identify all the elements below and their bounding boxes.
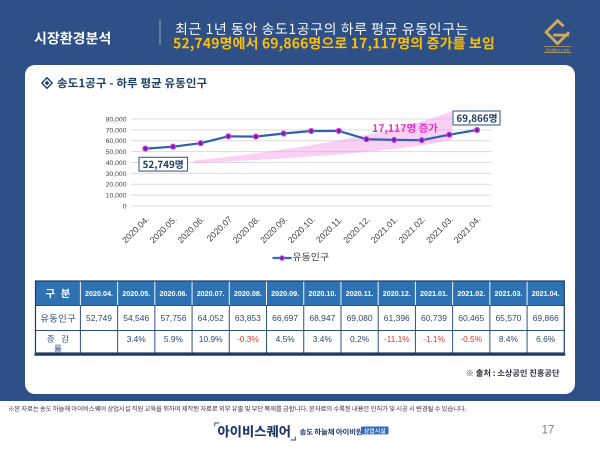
svg-text:8.4%: 8.4%	[499, 334, 519, 344]
svg-text:20,000: 20,000	[106, 182, 127, 189]
svg-text:-0.3%: -0.3%	[237, 334, 259, 344]
svg-text:4.5%: 4.5%	[276, 334, 296, 344]
svg-text:Golden Line: Golden Line	[546, 47, 570, 52]
svg-text:2020.04.: 2020.04.	[85, 289, 113, 298]
svg-text:17: 17	[542, 425, 555, 437]
svg-text:2021.04.: 2021.04.	[532, 289, 560, 298]
svg-text:10.9%: 10.9%	[199, 334, 223, 344]
svg-text:2020.12.: 2020.12.	[383, 289, 411, 298]
svg-text:50,000: 50,000	[106, 149, 127, 156]
svg-text:69,080: 69,080	[347, 313, 373, 323]
svg-text:10,000: 10,000	[106, 193, 127, 200]
svg-text:68,947: 68,947	[309, 313, 335, 323]
svg-text:6.6%: 6.6%	[536, 334, 556, 344]
svg-text:0.2%: 0.2%	[350, 334, 370, 344]
svg-text:69,866: 69,866	[533, 313, 559, 323]
svg-text:80,000: 80,000	[106, 116, 127, 123]
svg-text:3.4%: 3.4%	[127, 334, 147, 344]
svg-text:60,465: 60,465	[458, 313, 484, 323]
svg-text:66,697: 66,697	[272, 313, 298, 323]
svg-text:65,570: 65,570	[495, 313, 521, 323]
svg-text:0: 0	[123, 203, 127, 210]
svg-text:52,749: 52,749	[86, 313, 112, 323]
svg-text:63,853: 63,853	[235, 313, 261, 323]
svg-text:64,052: 64,052	[198, 313, 224, 323]
svg-text:60,000: 60,000	[106, 138, 127, 145]
svg-text:40,000: 40,000	[106, 160, 127, 167]
svg-text:60,739: 60,739	[421, 313, 447, 323]
svg-text:70,000: 70,000	[106, 127, 127, 134]
svg-text:-1.1%: -1.1%	[423, 334, 445, 344]
svg-text:2020.09.: 2020.09.	[271, 289, 299, 298]
svg-text:2020.06.: 2020.06.	[159, 289, 187, 298]
svg-text:2021.01.: 2021.01.	[420, 289, 448, 298]
svg-text:2020.10.: 2020.10.	[308, 289, 336, 298]
svg-text:54,546: 54,546	[123, 313, 149, 323]
svg-text:2020.05.: 2020.05.	[122, 289, 150, 298]
svg-text:2021.02.: 2021.02.	[457, 289, 485, 298]
svg-text:3.4%: 3.4%	[313, 334, 333, 344]
svg-text:61,396: 61,396	[384, 313, 410, 323]
svg-text:2020.07.: 2020.07.	[197, 289, 225, 298]
svg-text:2020.08.: 2020.08.	[234, 289, 262, 298]
svg-text:-0.5%: -0.5%	[460, 334, 482, 344]
svg-text:5.9%: 5.9%	[164, 334, 184, 344]
svg-text:-11.1%: -11.1%	[384, 334, 410, 344]
svg-text:57,756: 57,756	[160, 313, 186, 323]
svg-text:30,000: 30,000	[106, 171, 127, 178]
svg-text:2021.03.: 2021.03.	[494, 289, 522, 298]
svg-text:2020.11.: 2020.11.	[346, 289, 374, 298]
